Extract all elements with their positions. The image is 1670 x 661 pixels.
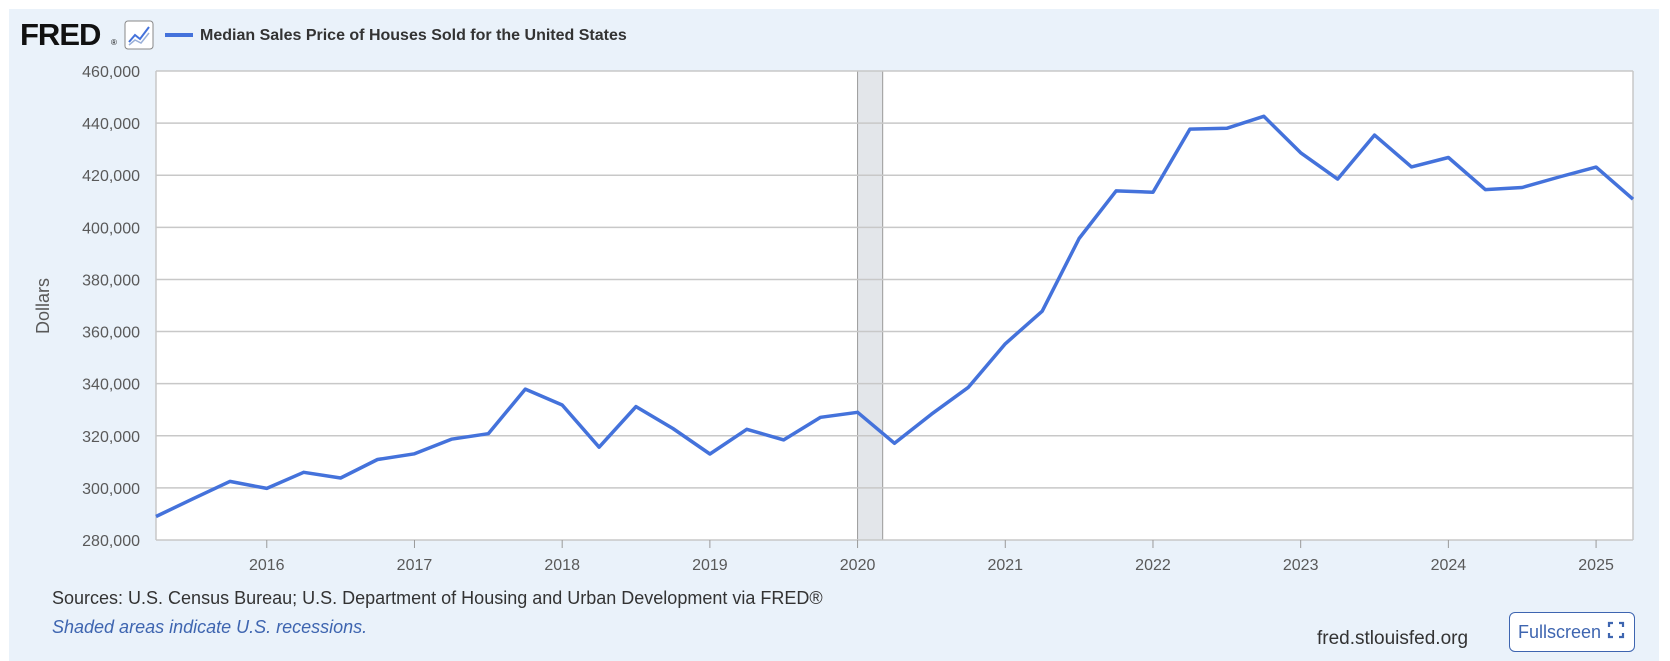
x-tick-label: 2020: [840, 557, 876, 574]
logo[interactable]: FRED ®: [20, 17, 154, 52]
y-axis-ticks: 280,000 300,000 320,000 340,000 360,000 380,0…: [82, 64, 140, 550]
plot-area: [156, 71, 1633, 540]
x-tick-label: 2019: [692, 557, 728, 574]
sources-text: Sources: U.S. Census Bureau; U.S. Depart…: [52, 588, 823, 608]
y-tick-label: 400,000: [82, 220, 140, 237]
legend-label: Median Sales Price of Houses Sold for th…: [200, 27, 627, 44]
grid-lines: [155, 70, 1634, 541]
y-tick-label: 340,000: [82, 377, 140, 394]
site-url[interactable]: fred.stlouisfed.org: [1317, 628, 1469, 649]
series-group: [155, 114, 1635, 519]
fullscreen-label: Fullscreen: [1518, 621, 1602, 642]
fred-logo-text: FRED: [20, 17, 101, 52]
x-tick-label: 2025: [1578, 557, 1614, 574]
y-tick-label: 300,000: [82, 481, 140, 498]
expand-icon: [1607, 621, 1625, 644]
x-tick-label: 2017: [397, 557, 433, 574]
y-tick-label: 440,000: [82, 116, 140, 133]
legend: Median Sales Price of Houses Sold for th…: [165, 27, 627, 44]
y-tick-label: 420,000: [82, 168, 140, 185]
recession-note: Shaded areas indicate U.S. recessions.: [52, 617, 368, 637]
y-tick-label: 320,000: [82, 429, 140, 446]
registered-mark: ®: [111, 38, 117, 47]
y-axis-label: Dollars: [33, 278, 53, 334]
x-tick-label: 2023: [1283, 557, 1319, 574]
y-tick-label: 280,000: [82, 533, 140, 550]
fullscreen-button[interactable]: Fullscreen: [1509, 612, 1635, 652]
line-graph-icon: [124, 20, 154, 50]
recession-band: [857, 70, 884, 541]
x-tick-label: 2021: [987, 557, 1023, 574]
series-line: [155, 114, 1635, 519]
y-tick-label: 460,000: [82, 64, 140, 81]
x-tick-label: 2018: [544, 557, 580, 574]
x-tick-label: 2024: [1431, 557, 1467, 574]
recession-shading: [857, 70, 884, 541]
x-axis-ticks: 2016 2017 2018 2019 2020 2021 2022 2023 2024 2025: [249, 540, 1614, 574]
y-tick-label: 360,000: [82, 325, 140, 342]
x-tick-label: 2016: [249, 557, 285, 574]
x-tick-label: 2022: [1135, 557, 1171, 574]
y-tick-label: 380,000: [82, 272, 140, 289]
